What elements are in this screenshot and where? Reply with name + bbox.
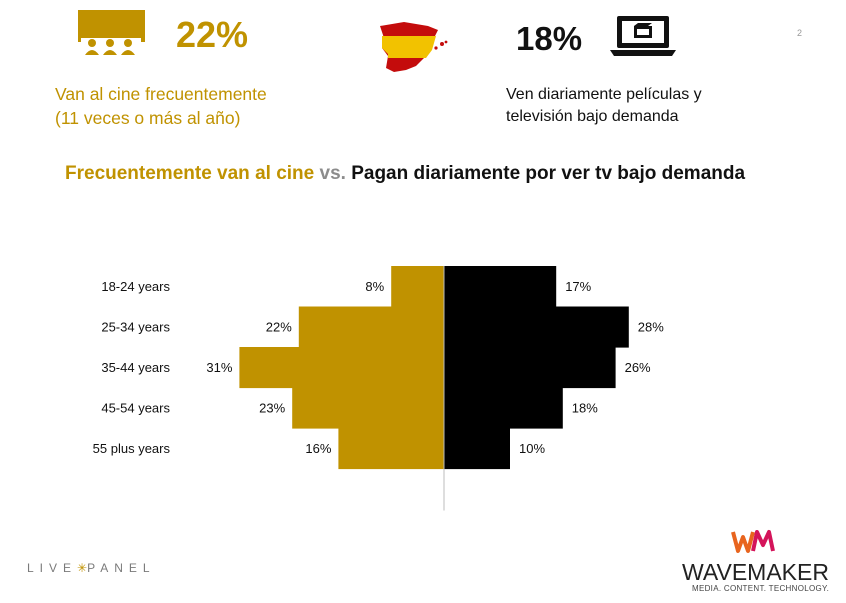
right-stat-line-1: Ven diariamente películas y (506, 86, 702, 103)
category-label-2: 35-44 years (101, 360, 170, 375)
data-label-vod-4: 10% (519, 441, 545, 456)
right-stat-description: Ven diariamente películas y televisión b… (506, 84, 702, 128)
data-label-cinema-3: 23% (259, 400, 285, 415)
data-label-cinema-1: 22% (266, 319, 292, 334)
data-label-vod-1: 28% (638, 319, 664, 334)
diverging-bar-chart: 18-24 years 8% 17% 25-34 years 22% 28% 35-44 y… (93, 266, 664, 511)
right-stat-value: 18% (516, 20, 583, 57)
left-stat-line-1: Van al cine frecuentemente (55, 84, 267, 104)
bar-vod-3 (444, 387, 563, 429)
data-label-cinema-2: 31% (206, 360, 232, 375)
bar-cinema-3 (292, 387, 444, 429)
bar-cinema-4 (338, 428, 444, 470)
right-stat-line-2: televisión bajo demanda (506, 108, 679, 125)
livepanel-logo-left: LIVE (27, 561, 78, 575)
bar-cinema-2 (239, 347, 444, 389)
data-label-vod-2: 26% (625, 360, 651, 375)
bar-vod-2 (444, 347, 616, 389)
wavemaker-logo-mark (731, 530, 775, 553)
data-label-vod-3: 18% (572, 400, 598, 415)
left-stat-description: Van al cine frecuentemente (11 veces o m… (55, 82, 267, 130)
left-stat-line-2: (11 veces o más al año) (55, 108, 241, 128)
spain-flag-map-icon (380, 22, 448, 72)
wavemaker-logo-name: WAVEMAKER (682, 559, 829, 585)
bar-cinema-1 (298, 306, 444, 348)
page-number: 2 (797, 28, 803, 38)
data-label-vod-0: 17% (565, 279, 591, 294)
category-label-1: 25-34 years (101, 319, 170, 334)
data-label-cinema-4: 16% (305, 441, 331, 456)
category-label-0: 18-24 years (101, 279, 170, 294)
title-part-vs: vs. (314, 163, 352, 184)
livepanel-logo-right: PANEL (87, 561, 156, 575)
left-stat-value: 22% (176, 14, 249, 55)
cinema-audience-icon (78, 10, 145, 56)
title-part-vod: Pagan diariamente por ver tv bajo demand… (351, 163, 746, 184)
bar-vod-0 (444, 266, 557, 308)
category-label-4: 55 plus years (93, 441, 171, 456)
data-label-cinema-0: 8% (365, 279, 384, 294)
bar-cinema-0 (391, 266, 444, 308)
bar-vod-1 (444, 306, 629, 348)
bar-vod-4 (444, 428, 510, 470)
wavemaker-logo-tagline: MEDIA. CONTENT. TECHNOLOGY. (692, 584, 830, 593)
sparkle-icon: ✳ (77, 561, 88, 575)
chart-title: Frecuentemente van al cine vs. Pagan dia… (65, 163, 745, 185)
laptop-video-icon (610, 16, 676, 56)
livepanel-logo: LIVE✳PANEL (27, 561, 156, 575)
title-part-cinema: Frecuentemente van al cine (65, 163, 315, 184)
category-label-3: 45-54 years (101, 400, 170, 415)
